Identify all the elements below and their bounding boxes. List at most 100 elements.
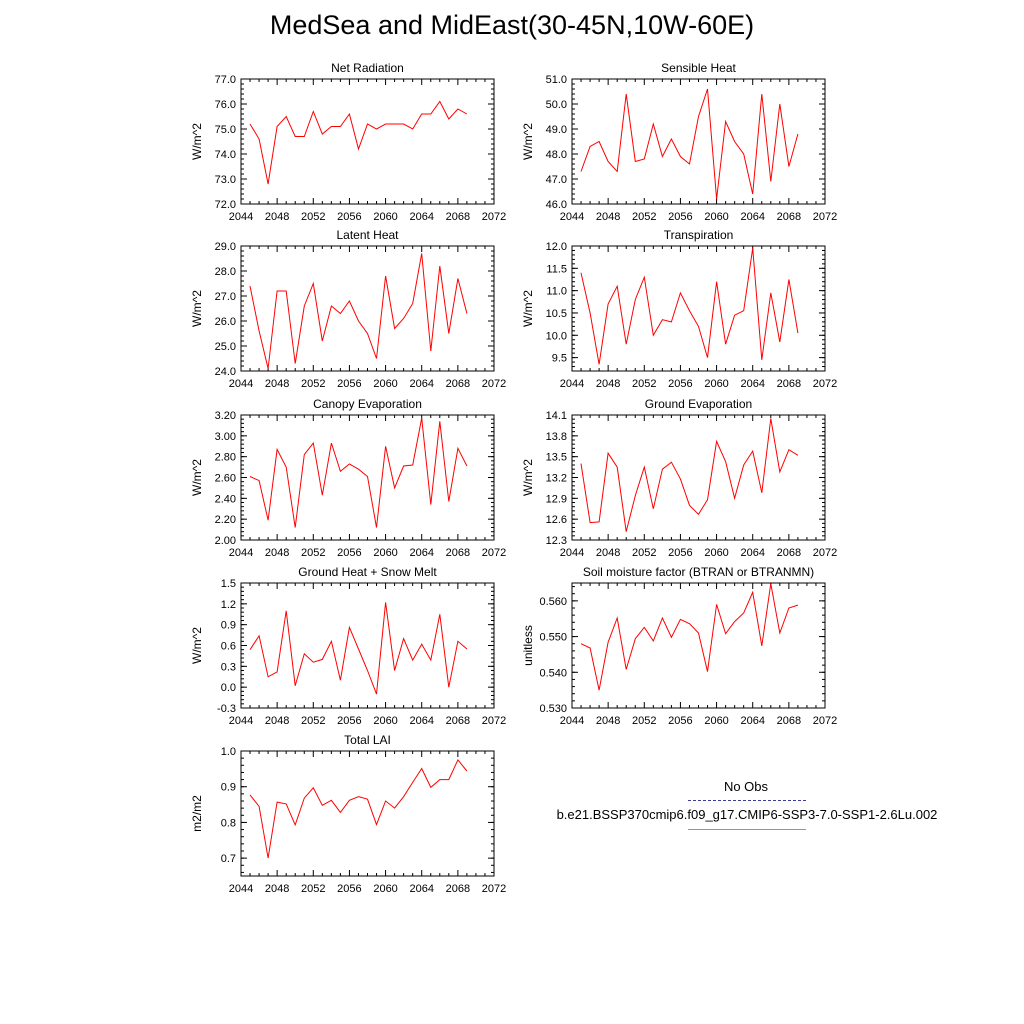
x-tick-label: 2072: [813, 547, 837, 559]
y-tick-label: 25.0: [215, 341, 236, 353]
x-tick-label: 2056: [668, 547, 692, 559]
panel-title: Latent Heat: [336, 228, 399, 242]
series-line-0: [580, 418, 799, 532]
y-tick-label: 27.0: [215, 291, 236, 303]
x-tick-label: 2064: [740, 211, 764, 223]
y-tick-label: 2.60: [215, 473, 236, 485]
y-tick-label: 0.6: [221, 641, 236, 653]
y-axis-label: W/m^2: [521, 459, 535, 496]
x-tick-label: 2056: [337, 211, 361, 223]
x-tick-label: 2068: [446, 715, 470, 727]
series-line-0: [580, 88, 799, 200]
y-tick-label: 13.5: [546, 452, 567, 464]
page-title: MedSea and MidEast(30-45N,10W-60E): [269, 10, 755, 40]
y-tick-label: 49.0: [546, 124, 567, 136]
x-tick-label: 2072: [482, 378, 506, 390]
y-tick-label: 11.0: [546, 286, 567, 298]
x-tick-label: 2056: [337, 883, 361, 895]
x-tick-label: 2056: [337, 378, 361, 390]
x-tick-label: 2048: [596, 715, 620, 727]
x-tick-label: 2048: [265, 547, 289, 559]
series-line-0: [249, 100, 468, 185]
y-axis-label: W/m^2: [190, 290, 204, 327]
y-tick-label: 10.5: [546, 308, 567, 320]
y-tick-label: 46.0: [546, 199, 567, 211]
x-tick-label: 2044: [229, 211, 253, 223]
y-tick-label: 76.0: [215, 99, 236, 111]
y-tick-label: 12.6: [546, 514, 567, 526]
x-tick-label: 2052: [632, 547, 656, 559]
x-tick-label: 2060: [704, 547, 728, 559]
x-tick-label: 2064: [740, 715, 764, 727]
x-tick-label: 2060: [373, 883, 397, 895]
x-tick-label: 2072: [813, 211, 837, 223]
x-tick-label: 2064: [409, 547, 433, 559]
x-tick-label: 2064: [409, 715, 433, 727]
x-tick-label: 2056: [668, 378, 692, 390]
y-tick-label: 0.530: [539, 703, 567, 715]
x-tick-label: 2044: [229, 883, 253, 895]
y-tick-label: 2.80: [215, 452, 236, 464]
panel-title: Ground Heat + Snow Melt: [298, 565, 437, 579]
y-tick-label: 0.7: [221, 853, 236, 865]
y-tick-label: 13.2: [546, 473, 567, 485]
y-tick-label: 47.0: [546, 174, 567, 186]
y-tick-label: 1.2: [221, 599, 236, 611]
x-tick-label: 2048: [596, 211, 620, 223]
y-tick-label: 0.8: [221, 817, 236, 829]
x-tick-label: 2064: [740, 378, 764, 390]
y-tick-label: 3.20: [215, 410, 236, 422]
x-tick-label: 2060: [373, 547, 397, 559]
y-axis-label: W/m^2: [521, 290, 535, 327]
y-tick-label: 29.0: [215, 241, 236, 253]
y-tick-label: 9.5: [552, 353, 567, 365]
chart-panel-5: 2044 2048 2052 2056 2060 2064 2068 2072 12.3 12.6…: [521, 397, 837, 559]
x-tick-label: 2072: [813, 378, 837, 390]
series-line-0: [249, 418, 468, 528]
plot-frame: [240, 750, 495, 877]
y-tick-label: 12.9: [546, 493, 567, 505]
y-tick-label: 75.0: [215, 124, 236, 136]
x-tick-label: 2068: [777, 715, 801, 727]
chart-panel-8: 2044 2048 2052 2056 2060 2064 2068 2072 0.7 0.8 0.…: [190, 733, 506, 895]
x-tick-label: 2064: [409, 378, 433, 390]
y-tick-label: 12.3: [546, 535, 567, 547]
x-tick-label: 2052: [632, 378, 656, 390]
x-tick-label: 2060: [704, 211, 728, 223]
plot-frame: [571, 414, 826, 541]
x-tick-label: 2044: [229, 378, 253, 390]
series-line-0: [249, 758, 468, 859]
x-tick-label: 2060: [704, 378, 728, 390]
y-tick-label: 77.0: [215, 74, 236, 86]
x-tick-label: 2068: [777, 378, 801, 390]
y-tick-label: 48.0: [546, 149, 567, 161]
y-tick-label: 14.1: [546, 410, 567, 422]
y-axis-label: W/m^2: [190, 123, 204, 160]
x-tick-label: 2068: [777, 211, 801, 223]
y-tick-label: 74.0: [215, 149, 236, 161]
x-tick-label: 2052: [301, 378, 325, 390]
x-tick-label: 2052: [301, 211, 325, 223]
x-tick-label: 2052: [301, 715, 325, 727]
panel-title: Canopy Evaporation: [313, 397, 422, 411]
y-axis-label: unitless: [521, 625, 535, 666]
plot-frame: [240, 245, 495, 372]
chart-panel-7: 2044 2048 2052 2056 2060 2064 2068 2072 0.530 0.5…: [521, 565, 837, 727]
series-line-0: [580, 248, 799, 365]
x-tick-label: 2044: [229, 715, 253, 727]
x-tick-label: 2044: [560, 211, 584, 223]
panel-title: Transpiration: [664, 228, 734, 242]
x-tick-label: 2048: [265, 715, 289, 727]
y-tick-label: 24.0: [215, 366, 236, 378]
x-tick-label: 2048: [265, 378, 289, 390]
x-tick-label: 2052: [301, 547, 325, 559]
y-axis-label: W/m^2: [521, 123, 535, 160]
x-tick-label: 2068: [446, 378, 470, 390]
series-line-0: [249, 602, 468, 695]
x-tick-label: 2060: [373, 211, 397, 223]
x-tick-label: 2056: [668, 211, 692, 223]
legend-case-label: b.e21.BSSP370cmip6.f09_g17.CMIP6-SSP3-7.…: [556, 807, 938, 822]
chart-panel-2: 2044 2048 2052 2056 2060 2064 2068 2072 24.0 25.0…: [190, 228, 506, 390]
x-tick-label: 2044: [560, 378, 584, 390]
